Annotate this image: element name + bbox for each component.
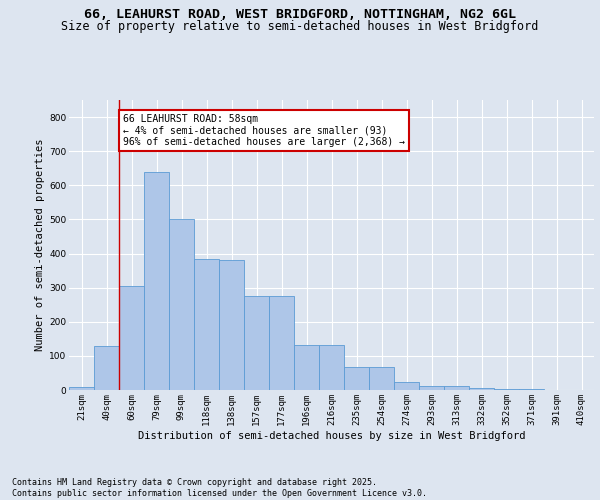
Text: Contains HM Land Registry data © Crown copyright and database right 2025.
Contai: Contains HM Land Registry data © Crown c…	[12, 478, 427, 498]
Bar	[194, 260, 219, 390]
Bar	[144, 172, 169, 390]
Bar	[319, 344, 344, 390]
Bar	[469, 388, 494, 390]
Text: Size of property relative to semi-detached houses in West Bridgford: Size of property relative to semi-detach…	[61, 20, 539, 33]
Bar	[169, 220, 194, 390]
Bar	[394, 382, 419, 390]
Bar	[219, 260, 244, 390]
Bar	[444, 386, 469, 390]
Bar	[419, 386, 444, 390]
Bar	[494, 389, 519, 390]
X-axis label: Distribution of semi-detached houses by size in West Bridgford: Distribution of semi-detached houses by …	[138, 430, 525, 440]
Text: 66 LEAHURST ROAD: 58sqm
← 4% of semi-detached houses are smaller (93)
96% of sem: 66 LEAHURST ROAD: 58sqm ← 4% of semi-det…	[123, 114, 405, 147]
Bar	[94, 346, 119, 390]
Bar	[294, 344, 319, 390]
Bar	[244, 296, 269, 390]
Bar	[119, 286, 144, 390]
Y-axis label: Number of semi-detached properties: Number of semi-detached properties	[35, 138, 45, 352]
Text: 66, LEAHURST ROAD, WEST BRIDGFORD, NOTTINGHAM, NG2 6GL: 66, LEAHURST ROAD, WEST BRIDGFORD, NOTTI…	[84, 8, 516, 20]
Bar	[344, 367, 369, 390]
Bar	[369, 367, 394, 390]
Bar	[269, 296, 294, 390]
Bar	[69, 388, 94, 390]
